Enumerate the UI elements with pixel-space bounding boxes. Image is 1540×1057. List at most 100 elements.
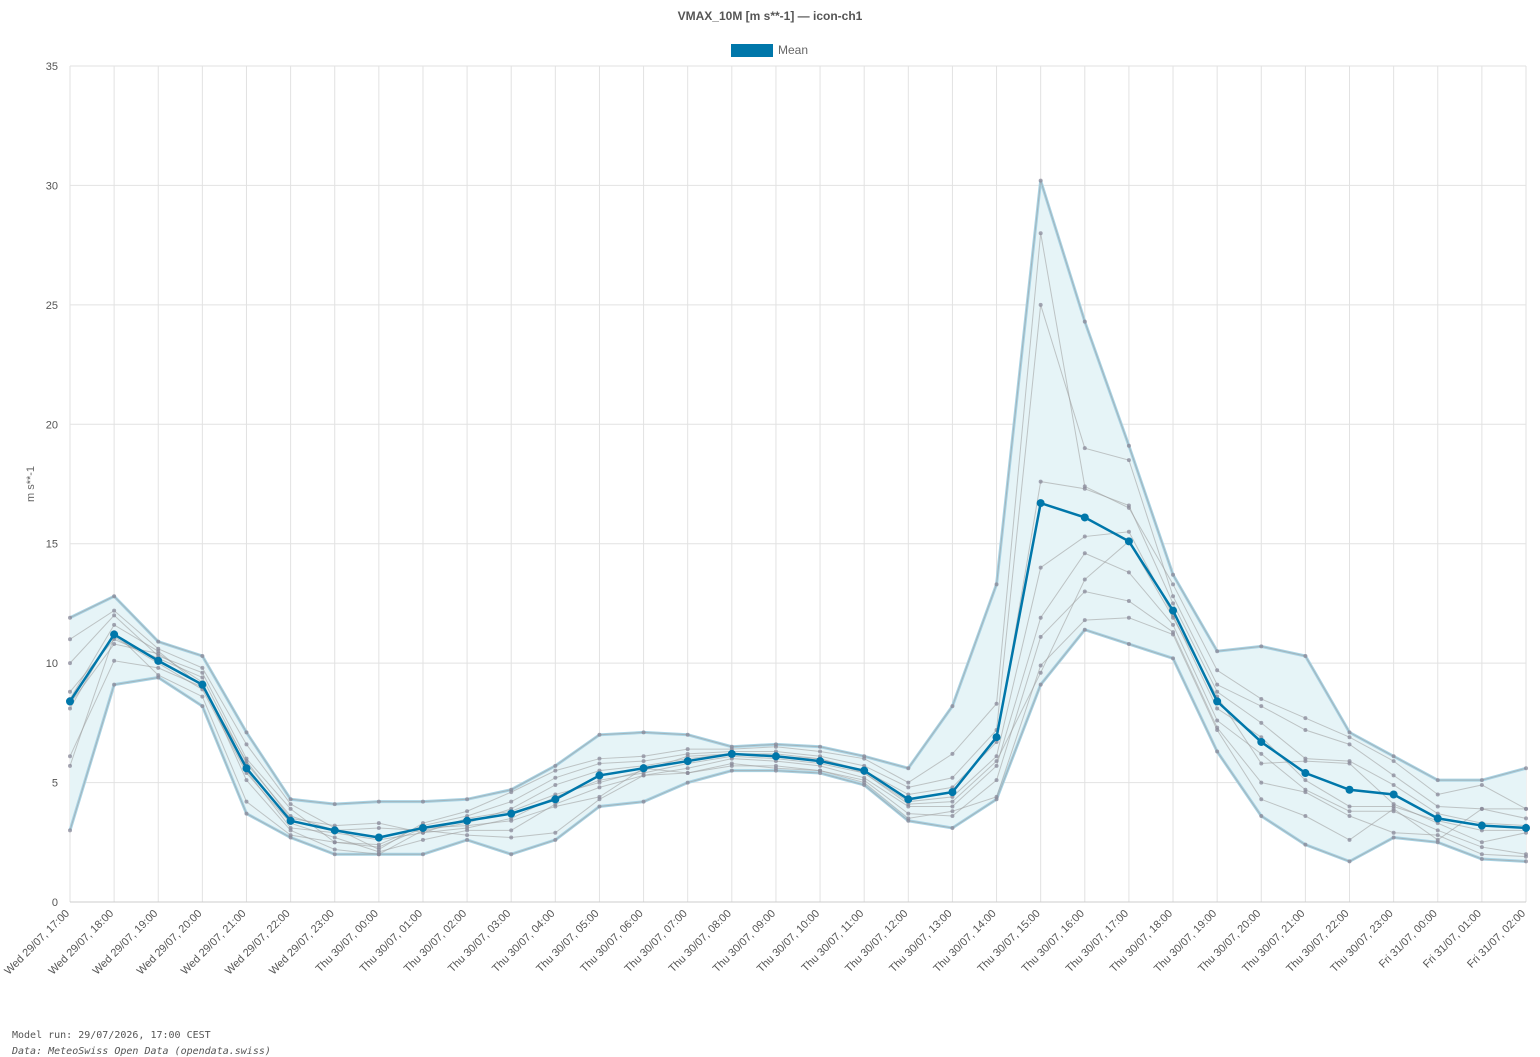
y-tick-label: 10 (46, 658, 58, 670)
member-point (288, 806, 293, 811)
member-point (597, 785, 602, 790)
member-point (994, 701, 999, 706)
member-point (641, 754, 646, 759)
member-point (288, 833, 293, 838)
member-point (288, 802, 293, 807)
member-point (597, 780, 602, 785)
member-point (332, 835, 337, 840)
chart: VMAX_10M [m s**-1] — icon-ch1 Mean m s**… (2, 9, 1530, 978)
member-point (1435, 833, 1440, 838)
member-point (1347, 735, 1352, 740)
member-point (420, 852, 425, 857)
member-point (156, 665, 161, 670)
member-point (156, 639, 161, 644)
y-tick-label: 0 (52, 897, 58, 909)
member-point (685, 732, 690, 737)
data-source-note: Data: MeteoSwiss Open Data (opendata.swi… (12, 1046, 271, 1057)
member-point (1303, 759, 1308, 764)
mean-point (286, 816, 295, 825)
member-point (553, 763, 558, 768)
member-point (200, 670, 205, 675)
y-axis-label: m s**-1 (25, 466, 37, 502)
member-point (68, 689, 72, 694)
member-point (1347, 809, 1352, 814)
member-point (1303, 778, 1308, 783)
member-point (509, 818, 514, 823)
member-point (1171, 572, 1176, 577)
member-point (1171, 622, 1176, 627)
y-tick-label: 5 (52, 778, 58, 790)
member-point (950, 804, 955, 809)
member-point (509, 799, 514, 804)
legend[interactable]: Mean (731, 43, 808, 57)
mean-point (551, 795, 560, 804)
member-point (1038, 615, 1043, 620)
member-point (332, 840, 337, 845)
member-point (244, 742, 249, 747)
member-point (1126, 503, 1131, 508)
mean-point (110, 630, 119, 639)
mean-point (1477, 821, 1486, 830)
member-point (597, 756, 602, 761)
mean-point (595, 771, 604, 780)
member-point (1347, 814, 1352, 819)
member-point (906, 816, 911, 821)
member-point (1126, 599, 1131, 604)
member-point (1038, 634, 1043, 639)
member-point (1259, 814, 1264, 819)
member-point (112, 682, 117, 687)
member-point (1171, 632, 1176, 637)
mean-point (1345, 785, 1354, 794)
member-point (950, 751, 955, 756)
mean-point (1522, 823, 1530, 832)
member-point (465, 809, 470, 814)
mean-point (463, 816, 472, 825)
member-point (1391, 830, 1396, 835)
member-point (1435, 778, 1440, 783)
member-point (906, 785, 911, 790)
member-point (994, 763, 999, 768)
member-point (68, 637, 72, 642)
member-point (1126, 615, 1131, 620)
member-point (1038, 670, 1043, 675)
member-point (1303, 728, 1308, 733)
mean-point (66, 697, 74, 706)
member-point (509, 835, 514, 840)
member-point (685, 747, 690, 752)
member-point (420, 799, 425, 804)
member-point (773, 744, 778, 749)
member-point (553, 768, 558, 773)
member-point (1391, 782, 1396, 787)
member-point (950, 799, 955, 804)
member-point (1215, 706, 1220, 711)
mean-point (1036, 499, 1045, 508)
member-point (1215, 649, 1220, 654)
member-point (1171, 594, 1176, 599)
mean-point (1169, 606, 1178, 615)
mean-point (1080, 513, 1089, 522)
member-point (994, 754, 999, 759)
member-point (1479, 845, 1484, 850)
member-point (68, 706, 72, 711)
member-point (1038, 302, 1043, 307)
member-line-8 (69, 617, 1526, 855)
member-point (553, 830, 558, 835)
member-point (1303, 842, 1308, 847)
member-point (200, 694, 205, 699)
member-point (1347, 837, 1352, 842)
member-point (200, 675, 205, 680)
member-point (1435, 804, 1440, 809)
member-point (244, 778, 249, 783)
member-point (1479, 840, 1484, 845)
member-point (200, 704, 205, 709)
member-line-6 (69, 552, 1527, 855)
member-point (1303, 716, 1308, 721)
mean-point (418, 823, 427, 832)
member-point (376, 799, 381, 804)
member-point (1082, 551, 1087, 556)
y-tick-label: 35 (46, 61, 58, 73)
member-point (597, 797, 602, 802)
member-point (68, 615, 72, 620)
mean-point (242, 764, 251, 773)
